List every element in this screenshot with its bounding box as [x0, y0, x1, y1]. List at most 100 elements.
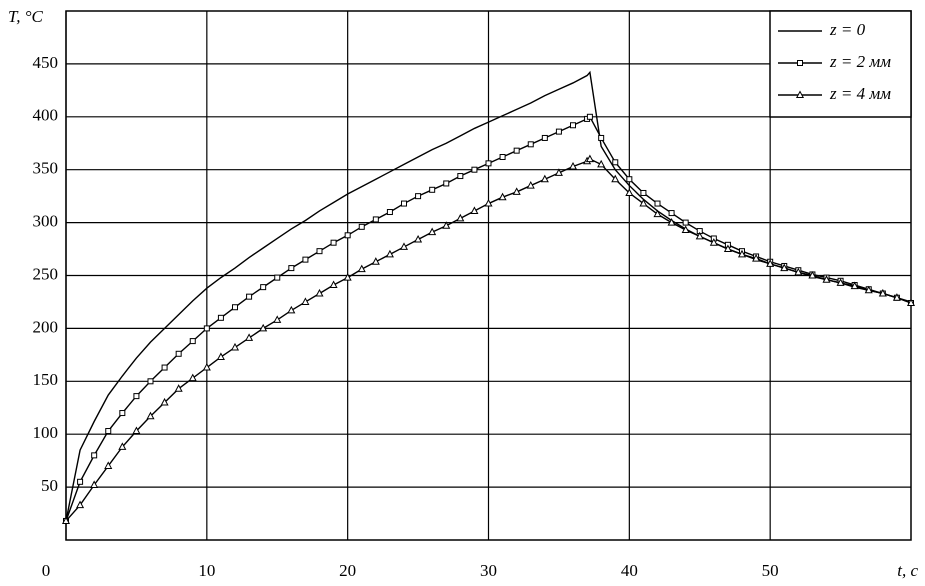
marker: [598, 134, 605, 141]
marker: [443, 180, 450, 187]
marker: [626, 176, 633, 183]
marker: [118, 442, 127, 450]
marker: [132, 426, 141, 435]
marker: [668, 210, 675, 217]
marker: [471, 166, 478, 173]
marker: [752, 254, 761, 262]
marker: [484, 198, 493, 207]
marker: [316, 248, 323, 255]
marker: [147, 378, 154, 385]
marker: [76, 500, 85, 509]
marker: [245, 333, 254, 341]
marker: [217, 314, 224, 321]
marker: [794, 267, 803, 276]
marker: [91, 452, 98, 459]
marker: [570, 122, 576, 129]
marker: [372, 216, 379, 223]
marker: [554, 168, 563, 176]
marker: [329, 280, 338, 289]
y-tick-label: 350: [33, 159, 59, 178]
marker: [639, 198, 648, 207]
marker: [766, 259, 775, 267]
y-tick-label: 450: [33, 53, 59, 72]
marker: [301, 297, 310, 305]
y-tick-label: 150: [33, 370, 59, 389]
marker: [611, 174, 620, 183]
marker: [259, 323, 268, 332]
marker: [808, 270, 817, 279]
marker: [105, 428, 112, 435]
marker: [260, 284, 267, 291]
marker: [797, 60, 803, 66]
y-tick-label: 50: [41, 476, 58, 495]
marker: [174, 384, 183, 392]
x-tick-label: 30: [480, 561, 497, 580]
marker: [485, 160, 492, 167]
marker: [737, 249, 747, 258]
marker: [527, 141, 534, 148]
marker: [653, 209, 662, 218]
marker: [586, 113, 593, 120]
legend-label: z = 0: [829, 20, 866, 39]
marker: [470, 206, 479, 214]
marker: [399, 242, 409, 250]
marker: [385, 249, 394, 258]
marker: [401, 200, 407, 207]
marker: [695, 231, 704, 240]
marker: [273, 315, 282, 323]
marker: [457, 173, 464, 180]
marker: [371, 257, 380, 265]
marker: [90, 480, 99, 488]
marker: [415, 193, 422, 200]
marker: [526, 181, 535, 189]
marker: [330, 239, 337, 246]
marker: [540, 174, 549, 183]
marker: [795, 90, 805, 98]
marker: [288, 265, 295, 272]
y-axis-label: T, °C: [8, 7, 43, 26]
marker: [456, 213, 465, 222]
marker: [61, 516, 71, 524]
marker: [302, 256, 309, 263]
marker: [541, 134, 548, 141]
marker: [358, 223, 365, 230]
marker: [906, 298, 916, 307]
x-tick-label: 40: [621, 561, 638, 580]
marker: [202, 362, 211, 371]
marker: [822, 275, 831, 283]
marker: [77, 478, 84, 485]
marker: [189, 338, 196, 345]
legend-label: z = 2 мм: [829, 52, 891, 71]
y-tick-label: 400: [33, 106, 59, 125]
marker: [780, 263, 789, 272]
marker: [429, 186, 436, 193]
marker: [681, 225, 690, 234]
legend-box: [769, 10, 912, 118]
marker: [612, 159, 619, 166]
x-tick-label: 0: [42, 561, 51, 580]
marker: [414, 234, 423, 243]
x-tick-label: 50: [762, 561, 779, 580]
y-tick-label: 250: [33, 264, 59, 283]
marker: [232, 304, 238, 311]
y-tick-label: 200: [33, 317, 59, 336]
marker: [709, 238, 718, 246]
marker: [585, 154, 594, 163]
marker: [343, 273, 352, 281]
marker: [836, 278, 845, 286]
marker: [625, 188, 634, 196]
marker: [203, 325, 210, 332]
marker: [161, 364, 168, 371]
marker: [188, 373, 197, 382]
y-tick-label: 300: [33, 212, 59, 231]
marker: [597, 159, 606, 168]
marker: [682, 219, 689, 226]
marker: [315, 288, 324, 297]
marker: [104, 461, 113, 469]
marker: [498, 192, 507, 201]
x-axis-label: t, c: [897, 561, 918, 580]
marker: [344, 232, 351, 239]
marker: [568, 161, 578, 170]
marker: [133, 393, 140, 400]
